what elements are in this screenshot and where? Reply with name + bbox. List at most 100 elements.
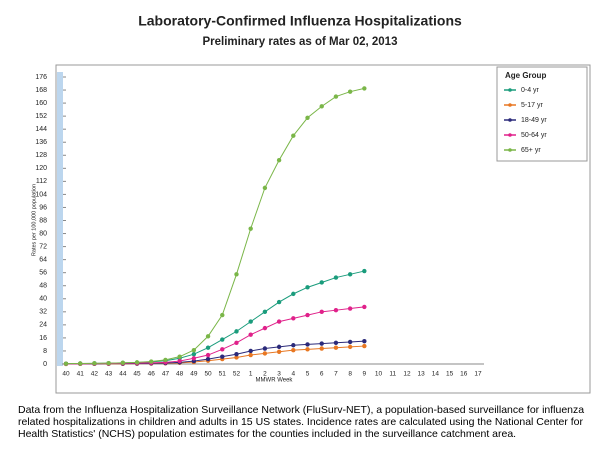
- point: [234, 272, 239, 277]
- x-tick-label: 49: [190, 371, 198, 378]
- y-axis-label: Rates per 100,000 population: [31, 184, 37, 256]
- point: [191, 356, 197, 361]
- x-tick-label: 50: [204, 371, 212, 378]
- point: [347, 89, 353, 94]
- x-tick-label: 3: [277, 371, 281, 378]
- point: [205, 356, 211, 362]
- y-tick-label: 80: [39, 230, 47, 237]
- x-tick-label: 2: [263, 371, 267, 378]
- point: [234, 355, 239, 360]
- legend-label: 50-64 yr: [521, 132, 547, 139]
- x-tick-label: 44: [119, 371, 127, 378]
- point: [134, 360, 140, 365]
- x-tick-label: 46: [148, 371, 156, 378]
- point: [347, 344, 353, 350]
- point: [63, 361, 69, 366]
- legend-label: 0-4 yr: [521, 87, 540, 94]
- point: [362, 268, 367, 274]
- legend-marker: [508, 133, 512, 137]
- x-tick-label: 17: [474, 371, 482, 378]
- x-tick-label: 12: [403, 371, 411, 378]
- point: [220, 347, 225, 352]
- legend-label: 65+ yr: [521, 147, 541, 154]
- x-tick-label: 9: [363, 371, 367, 378]
- point: [120, 360, 126, 366]
- x-tick-label: 6: [320, 371, 324, 378]
- point: [319, 280, 324, 285]
- point: [347, 272, 353, 277]
- legend-box: [496, 66, 588, 162]
- point: [149, 359, 154, 364]
- x-tick-label: 8: [348, 371, 352, 378]
- point: [347, 306, 353, 311]
- point: [276, 349, 282, 354]
- point: [333, 275, 339, 280]
- point: [220, 354, 225, 359]
- point: [291, 316, 296, 321]
- y-tick-label: 136: [35, 139, 47, 146]
- point: [262, 185, 268, 191]
- point: [319, 346, 324, 351]
- point: [276, 299, 282, 305]
- y-tick-label: 128: [35, 152, 47, 159]
- x-tick-label: 10: [375, 371, 383, 378]
- point: [305, 347, 310, 352]
- point: [333, 345, 339, 350]
- y-tick-label: 64: [39, 256, 47, 263]
- y-tick-label: 88: [39, 217, 47, 224]
- y-tick-label: 120: [35, 165, 47, 172]
- chart: Laboratory-Confirmed Influenza Hospitali…: [31, 13, 591, 394]
- point: [347, 339, 353, 345]
- y-tick-label: 152: [35, 113, 47, 120]
- point: [362, 338, 367, 344]
- y-tick-label: 112: [36, 178, 47, 185]
- point: [191, 347, 197, 353]
- legend-marker: [508, 103, 512, 107]
- x-tick-label: 14: [432, 371, 440, 378]
- y-tick-label: 168: [35, 87, 47, 94]
- y-tick-label: 104: [35, 191, 47, 198]
- point: [234, 340, 239, 346]
- y-tick-label: 8: [43, 348, 47, 355]
- x-tick-label: 7: [334, 371, 338, 378]
- point: [248, 226, 253, 231]
- point: [276, 157, 282, 163]
- x-tick-label: 5: [306, 371, 310, 378]
- x-tick-label: 40: [62, 371, 70, 378]
- point: [262, 309, 268, 315]
- x-tick-label: 16: [460, 371, 468, 378]
- series-line: [65, 270, 365, 365]
- series-line: [66, 306, 365, 365]
- point: [291, 343, 296, 348]
- x-tick-label: 42: [91, 371, 99, 378]
- y-tick-label: 144: [35, 126, 47, 133]
- point: [234, 352, 239, 357]
- x-tick-label: 1: [249, 371, 253, 378]
- point: [248, 348, 253, 354]
- axis-band: [57, 72, 63, 366]
- y-tick-label: 0: [43, 361, 47, 368]
- y-tick-label: 40: [39, 296, 47, 303]
- point: [78, 361, 83, 366]
- chart-title: Laboratory-Confirmed Influenza Hospitali…: [138, 13, 462, 29]
- point: [191, 352, 197, 357]
- x-tick-label: 13: [418, 371, 426, 378]
- point: [362, 86, 367, 91]
- series-line: [65, 87, 365, 365]
- x-tick-label: 11: [389, 371, 396, 378]
- point: [333, 94, 339, 99]
- x-tick-label: 47: [162, 371, 170, 378]
- x-tick-label: 41: [77, 371, 85, 378]
- point: [248, 352, 253, 358]
- point: [220, 312, 225, 318]
- legend-marker: [508, 148, 512, 152]
- point: [248, 332, 253, 337]
- point: [92, 361, 97, 366]
- point: [362, 343, 367, 349]
- legend-label: 18-49 yr: [521, 117, 547, 124]
- point: [319, 309, 324, 315]
- point: [106, 360, 111, 366]
- chart-frame: [55, 64, 591, 394]
- point: [276, 344, 282, 350]
